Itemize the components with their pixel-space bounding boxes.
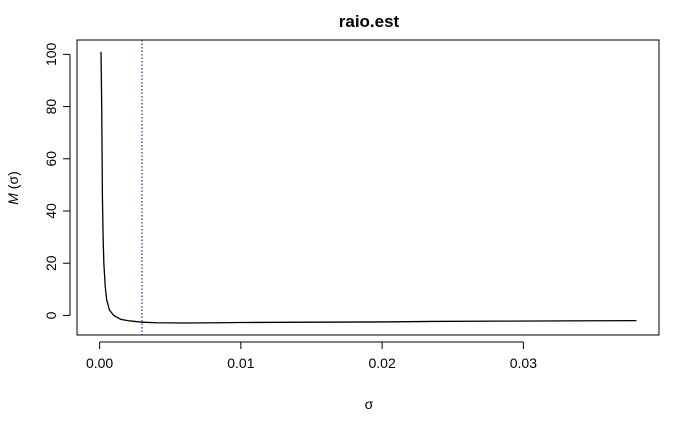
y-axis: 0 20 40 60 80 100 bbox=[43, 42, 71, 319]
plot-frame bbox=[76, 39, 660, 336]
y-tick-label: 40 bbox=[43, 203, 59, 219]
x-tick-label: 0.01 bbox=[227, 355, 254, 371]
y-tick-label: 60 bbox=[43, 151, 59, 167]
y-axis-label-italic: M bbox=[5, 193, 21, 205]
x-axis: 0.00 0.01 0.02 0.03 bbox=[86, 341, 537, 371]
y-axis-label: M (σ) bbox=[5, 171, 21, 205]
y-tick-label: 0 bbox=[43, 311, 59, 319]
x-tick-label: 0.03 bbox=[510, 355, 537, 371]
y-axis-label-rest: (σ) bbox=[5, 171, 21, 189]
x-tick-label: 0.00 bbox=[86, 355, 113, 371]
y-tick-label: 100 bbox=[43, 42, 59, 66]
y-tick-label: 80 bbox=[43, 99, 59, 115]
y-tick-label: 20 bbox=[43, 255, 59, 271]
x-tick-label: 0.02 bbox=[369, 355, 396, 371]
series-line-m-sigma bbox=[100, 51, 637, 324]
x-axis-label: σ bbox=[365, 396, 374, 412]
chart-title: raio.est bbox=[339, 12, 400, 31]
